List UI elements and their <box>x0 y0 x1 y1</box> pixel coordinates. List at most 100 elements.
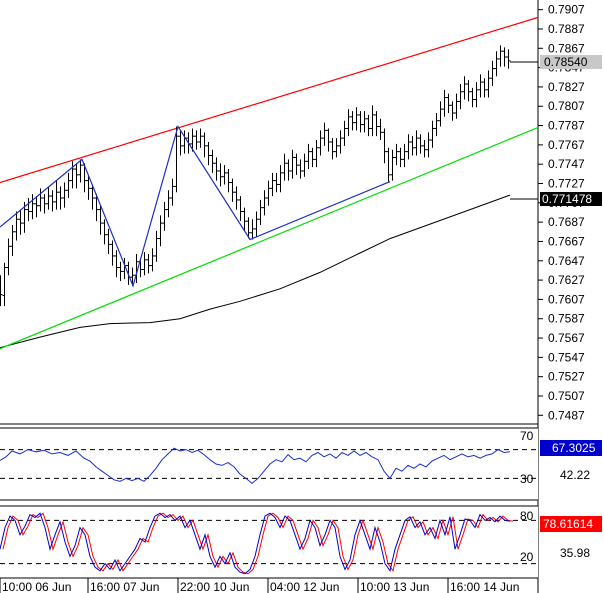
moving-average-line <box>0 194 511 349</box>
ohlc-bar <box>386 147 391 182</box>
ohlc-bar <box>46 186 51 210</box>
ohlc-bar <box>38 188 43 212</box>
price-tick-label: 0.7667 <box>548 234 585 248</box>
channel-upper-line <box>0 16 539 184</box>
ohlc-bar <box>298 159 303 179</box>
ohlc-bar <box>370 105 375 137</box>
rsi-current-value: 67.3025 <box>552 441 596 455</box>
ohlc-bar <box>174 126 179 193</box>
ohlc-bar <box>354 107 359 131</box>
ohlc-bar <box>470 87 475 108</box>
ohlc-bar <box>142 252 147 276</box>
ohlc-bar <box>462 76 467 100</box>
ohlc-bar <box>194 130 199 150</box>
ohlc-bar <box>350 111 355 131</box>
zigzag-layer <box>0 125 391 288</box>
price-tick-label: 0.7887 <box>548 22 585 36</box>
ohlc-bar <box>494 51 499 77</box>
ohlc-bar <box>434 113 439 137</box>
price-tick-label: 0.7507 <box>548 389 585 403</box>
ohlc-bar <box>190 128 195 152</box>
price-tick-label: 0.7767 <box>548 138 585 152</box>
ohlc-bar <box>198 128 203 148</box>
ohlc-bar <box>202 132 207 158</box>
ohlc-bar <box>446 93 451 114</box>
stochastic-main-line <box>0 512 511 575</box>
ohlc-bar <box>210 149 215 173</box>
ohlc-bar <box>378 118 383 141</box>
ohlc-bar <box>274 172 279 193</box>
rsi-line <box>0 447 511 485</box>
ohlc-bar <box>230 178 235 202</box>
price-tick-label: 0.7587 <box>548 312 585 326</box>
rsi-lower-label: 30 <box>520 472 534 486</box>
ohlc-bar <box>66 172 71 198</box>
moving-average-tag: 0.771478 <box>510 192 602 206</box>
ohlc-bar <box>158 215 163 247</box>
ohlc-bar <box>178 130 183 156</box>
ohlc-bar <box>226 169 231 193</box>
price-tick-label: 0.7747 <box>548 157 585 171</box>
ohlc-bar <box>294 153 299 175</box>
last-price-box <box>540 55 602 69</box>
ohlc-bar <box>150 248 155 272</box>
ohlc-bar <box>2 262 7 307</box>
price-tick-label: 0.7907 <box>548 3 585 17</box>
ohlc-bar <box>238 196 243 222</box>
ohlc-bar <box>146 254 151 274</box>
ohlc-bar <box>306 143 311 170</box>
ohlc-bar <box>478 74 483 98</box>
stochastic-lower-label: 20 <box>520 550 534 564</box>
stochastic-value-box <box>540 516 602 532</box>
ohlc-bar <box>498 45 503 67</box>
ohlc-bar <box>74 163 79 189</box>
ohlc-bar <box>206 141 211 166</box>
time-tick-label: 10:00 06 Jun <box>2 580 71 593</box>
ohlc-bar <box>14 211 19 241</box>
ohlc-bar <box>362 111 367 133</box>
ohlc-bar <box>258 199 263 226</box>
ohlc-bar <box>222 165 227 185</box>
main-plot-area[interactable] <box>0 0 538 424</box>
ohlc-bar <box>10 225 15 256</box>
ohlc-bar <box>250 219 255 240</box>
ohlc-bar <box>382 128 387 164</box>
ohlc-bar <box>374 111 379 137</box>
ohlc-bar <box>346 109 351 137</box>
ohlc-bar <box>58 186 63 210</box>
ohlc-bar <box>270 172 275 197</box>
ohlc-bar <box>78 159 83 183</box>
ohlc-bar <box>30 194 35 220</box>
ohlc-bar <box>34 196 39 218</box>
ohlc-bar <box>342 120 347 146</box>
channel-lower-line <box>0 126 539 350</box>
ohlc-bar <box>334 138 339 158</box>
moving-average-value: 0.771478 <box>542 192 592 206</box>
price-tick-label: 0.7527 <box>548 370 585 384</box>
ohlc-bar <box>94 194 99 222</box>
ohlc-bar <box>114 250 119 278</box>
ohlc-bar <box>234 186 239 210</box>
ohlc-bar <box>366 114 371 137</box>
ohlc-bar <box>106 228 111 255</box>
last-price-tag: 0.78540 <box>510 55 602 69</box>
ohlc-bar <box>442 89 447 117</box>
time-tick-label: 16:00 07 Jun <box>90 580 159 593</box>
ohlc-bar <box>338 130 343 154</box>
rsi-plot-area[interactable] <box>0 428 538 500</box>
price-tick-label: 0.7687 <box>548 215 585 229</box>
ohlc-bar <box>42 194 47 214</box>
ohlc-bar <box>322 122 327 146</box>
ohlc-bar <box>458 84 463 110</box>
ohlc-bar <box>482 78 487 98</box>
ohlc-bar <box>154 230 159 262</box>
ohlc-bar <box>426 132 431 158</box>
ohlc-bar <box>102 219 107 245</box>
ohlc-bar <box>310 147 315 168</box>
ohlc-bar <box>330 138 335 160</box>
ohlc-bar <box>410 136 415 156</box>
ohlc-bar <box>86 174 91 200</box>
ohlc-bar <box>110 240 115 266</box>
ohlc-bar <box>18 209 23 235</box>
